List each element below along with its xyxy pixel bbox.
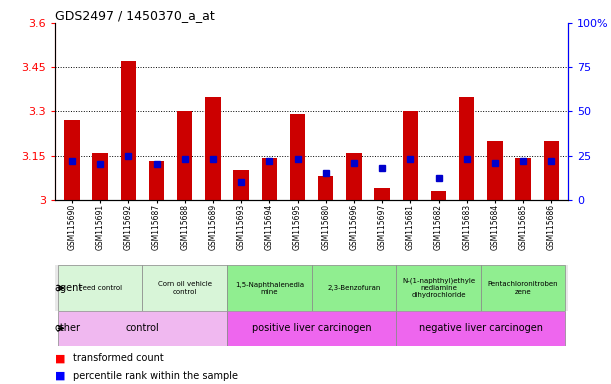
Text: transformed count: transformed count xyxy=(73,353,164,363)
Text: N-(1-naphthyl)ethyle
nediamine
dihydrochloride: N-(1-naphthyl)ethyle nediamine dihydroch… xyxy=(402,278,475,298)
Bar xyxy=(318,176,334,200)
Text: 1,5-Naphthalenedia
mine: 1,5-Naphthalenedia mine xyxy=(235,281,304,295)
Bar xyxy=(142,265,227,311)
Bar xyxy=(64,120,79,200)
Bar xyxy=(120,61,136,200)
Bar xyxy=(312,265,396,311)
Text: positive liver carcinogen: positive liver carcinogen xyxy=(252,323,371,333)
Bar xyxy=(58,311,227,346)
Bar xyxy=(92,152,108,200)
Bar xyxy=(177,111,192,200)
Bar xyxy=(227,311,396,346)
Bar xyxy=(515,159,531,200)
Text: Feed control: Feed control xyxy=(79,285,122,291)
Bar xyxy=(396,265,481,311)
Bar xyxy=(375,188,390,200)
Bar xyxy=(544,141,559,200)
Text: Pentachloronitroben
zene: Pentachloronitroben zene xyxy=(488,281,558,295)
Bar xyxy=(487,141,503,200)
Text: 2,3-Benzofuran: 2,3-Benzofuran xyxy=(327,285,381,291)
Bar xyxy=(290,114,306,200)
Bar xyxy=(396,311,565,346)
Bar xyxy=(262,159,277,200)
Text: percentile rank within the sample: percentile rank within the sample xyxy=(73,371,238,381)
Text: ■: ■ xyxy=(55,371,65,381)
Bar xyxy=(346,152,362,200)
Bar xyxy=(431,191,446,200)
Bar xyxy=(58,265,142,311)
Text: agent: agent xyxy=(54,283,82,293)
Bar xyxy=(148,161,164,200)
Text: negative liver carcinogen: negative liver carcinogen xyxy=(419,323,543,333)
Text: Corn oil vehicle
control: Corn oil vehicle control xyxy=(158,281,211,295)
Text: other: other xyxy=(54,323,81,333)
Bar xyxy=(205,97,221,200)
Text: GDS2497 / 1450370_a_at: GDS2497 / 1450370_a_at xyxy=(55,9,214,22)
Bar xyxy=(459,97,475,200)
Bar xyxy=(227,265,312,311)
Bar xyxy=(55,265,568,311)
Bar xyxy=(233,170,249,200)
Text: control: control xyxy=(125,323,159,333)
Bar xyxy=(403,111,418,200)
Bar xyxy=(481,265,565,311)
Text: ■: ■ xyxy=(55,353,65,363)
